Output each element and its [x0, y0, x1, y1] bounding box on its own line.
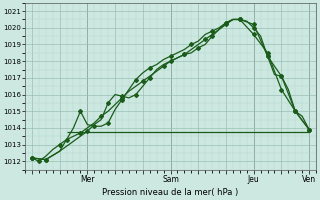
Text: Ven: Ven [302, 175, 316, 184]
Text: Jeu: Jeu [248, 175, 260, 184]
Text: Mer: Mer [80, 175, 95, 184]
X-axis label: Pression niveau de la mer( hPa ): Pression niveau de la mer( hPa ) [102, 188, 239, 197]
Text: Sam: Sam [162, 175, 179, 184]
